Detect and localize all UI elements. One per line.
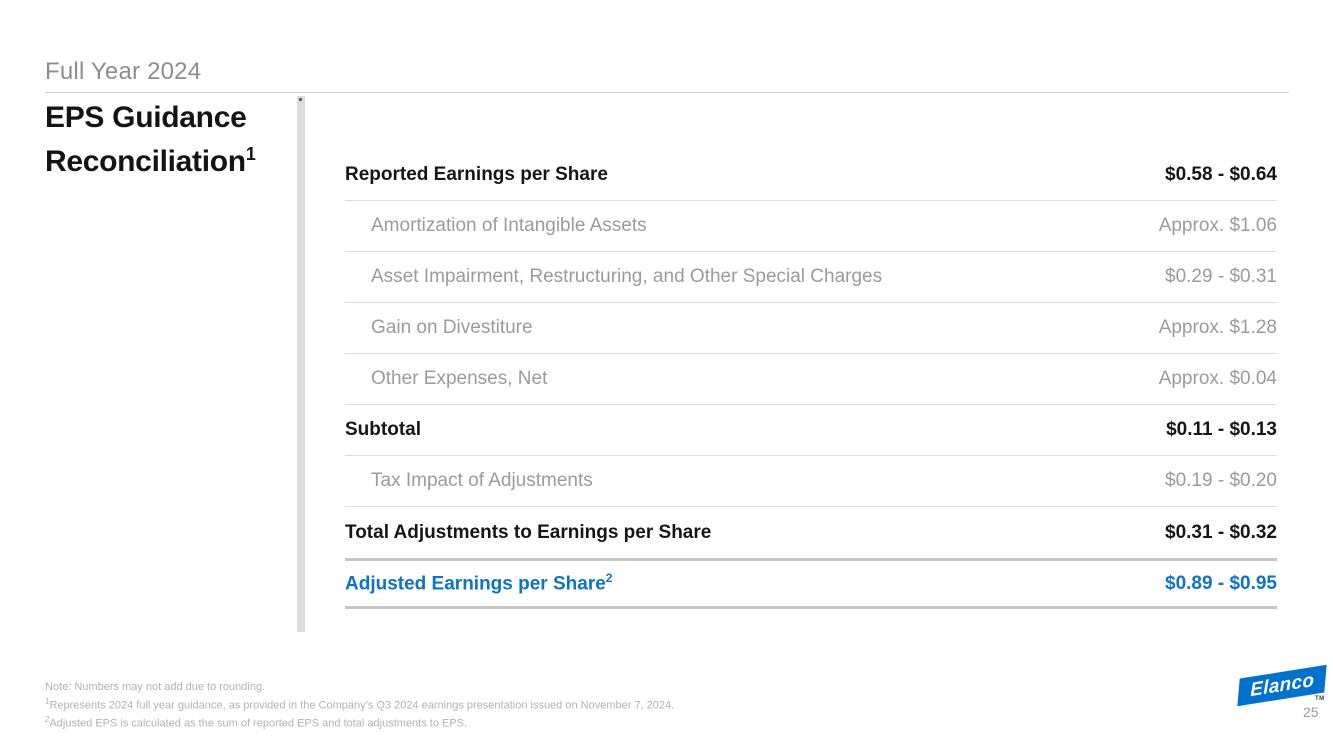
table-row: Tax Impact of Adjustments $0.19 - $0.20 [345,456,1277,507]
elanco-logo: Elanco [1237,664,1327,707]
row-value: $0.89 - $0.95 [1165,572,1277,594]
row-value: Approx. $0.04 [1158,368,1277,389]
row-label-text: Other Expenses, Net [371,368,548,389]
row-value: $0.19 - $0.20 [1165,470,1277,491]
footnote-marker: 2 [45,714,50,724]
row-label: Gain on Divestiture [345,317,533,339]
row-label-text: Tax Impact of Adjustments [371,470,593,491]
row-label: Amortization of Intangible Assets [345,215,647,237]
row-label-text: Adjusted Earnings per Share [345,573,606,595]
footnote-line: Note: Numbers may not add due to roundin… [45,681,674,695]
divider-dot [299,98,302,101]
page-title: EPS Guidance Reconciliation1 [45,100,256,180]
table-row: Gain on Divestiture Approx. $1.28 [345,303,1277,354]
footnote-line: 2Adjusted EPS is calculated as the sum o… [45,713,674,731]
row-value: $0.31 - $0.32 [1165,521,1277,543]
vertical-divider [297,96,305,632]
table-row: Asset Impairment, Restructuring, and Oth… [345,252,1277,303]
table-row: Total Adjustments to Earnings per Share $… [345,507,1277,558]
page-number: 25 [1303,704,1319,720]
footnote-marker: 1 [45,696,50,706]
footnote-line: 1Represents 2024 full year guidance, as … [45,695,674,713]
footnotes: Note: Numbers may not add due to roundin… [45,681,674,731]
row-value: $0.29 - $0.31 [1165,266,1277,287]
row-footnote-marker: 2 [605,571,613,586]
row-label: Other Expenses, Net [345,368,547,390]
row-label-text: Reported Earnings per Share [345,164,608,185]
footnote-text: Adjusted EPS is calculated as the sum of… [49,717,468,730]
table-row: Reported Earnings per Share $0.58 - $0.64 [345,150,1277,201]
row-label: Asset Impairment, Restructuring, and Oth… [345,266,882,288]
header-divider [45,92,1289,93]
page-title-line1: EPS Guidance [45,101,247,134]
table-row: Subtotal $0.11 - $0.13 [345,405,1277,456]
eps-reconciliation-table: Reported Earnings per Share $0.58 - $0.64… [345,150,1277,609]
table-row: Amortization of Intangible Assets Approx.… [345,201,1277,252]
page-title-line2: Reconciliation [45,145,246,178]
row-label: Total Adjustments to Earnings per Share [345,522,711,544]
row-label-text: Subtotal [345,419,421,440]
row-value: Approx. $1.06 [1158,215,1277,236]
footnote-text: Note: Numbers may not add due to roundin… [45,681,266,693]
elanco-logo-text: Elanco [1249,669,1315,701]
row-label-text: Amortization of Intangible Assets [371,215,647,236]
row-label: Reported Earnings per Share [345,164,608,186]
footnote-text: Represents 2024 full year guidance, as p… [49,699,675,712]
row-label-text: Gain on Divestiture [371,317,533,338]
table-row: Adjusted Earnings per Share2 $0.89 - $0.9… [345,558,1277,609]
row-label-text: Total Adjustments to Earnings per Share [345,521,712,543]
title-footnote-marker: 1 [245,144,256,164]
row-value: $0.11 - $0.13 [1166,419,1277,440]
row-label-text: Asset Impairment, Restructuring, and Oth… [371,266,883,287]
trademark-mark: TM [1315,696,1325,702]
row-value: Approx. $1.28 [1158,317,1277,338]
row-label: Adjusted Earnings per Share2 [345,571,612,595]
eyebrow-label: Full Year 2024 [45,58,202,85]
row-label: Tax Impact of Adjustments [345,470,593,492]
row-value: $0.58 - $0.64 [1165,164,1277,185]
table-row: Other Expenses, Net Approx. $0.04 [345,354,1277,405]
row-label: Subtotal [345,419,421,441]
